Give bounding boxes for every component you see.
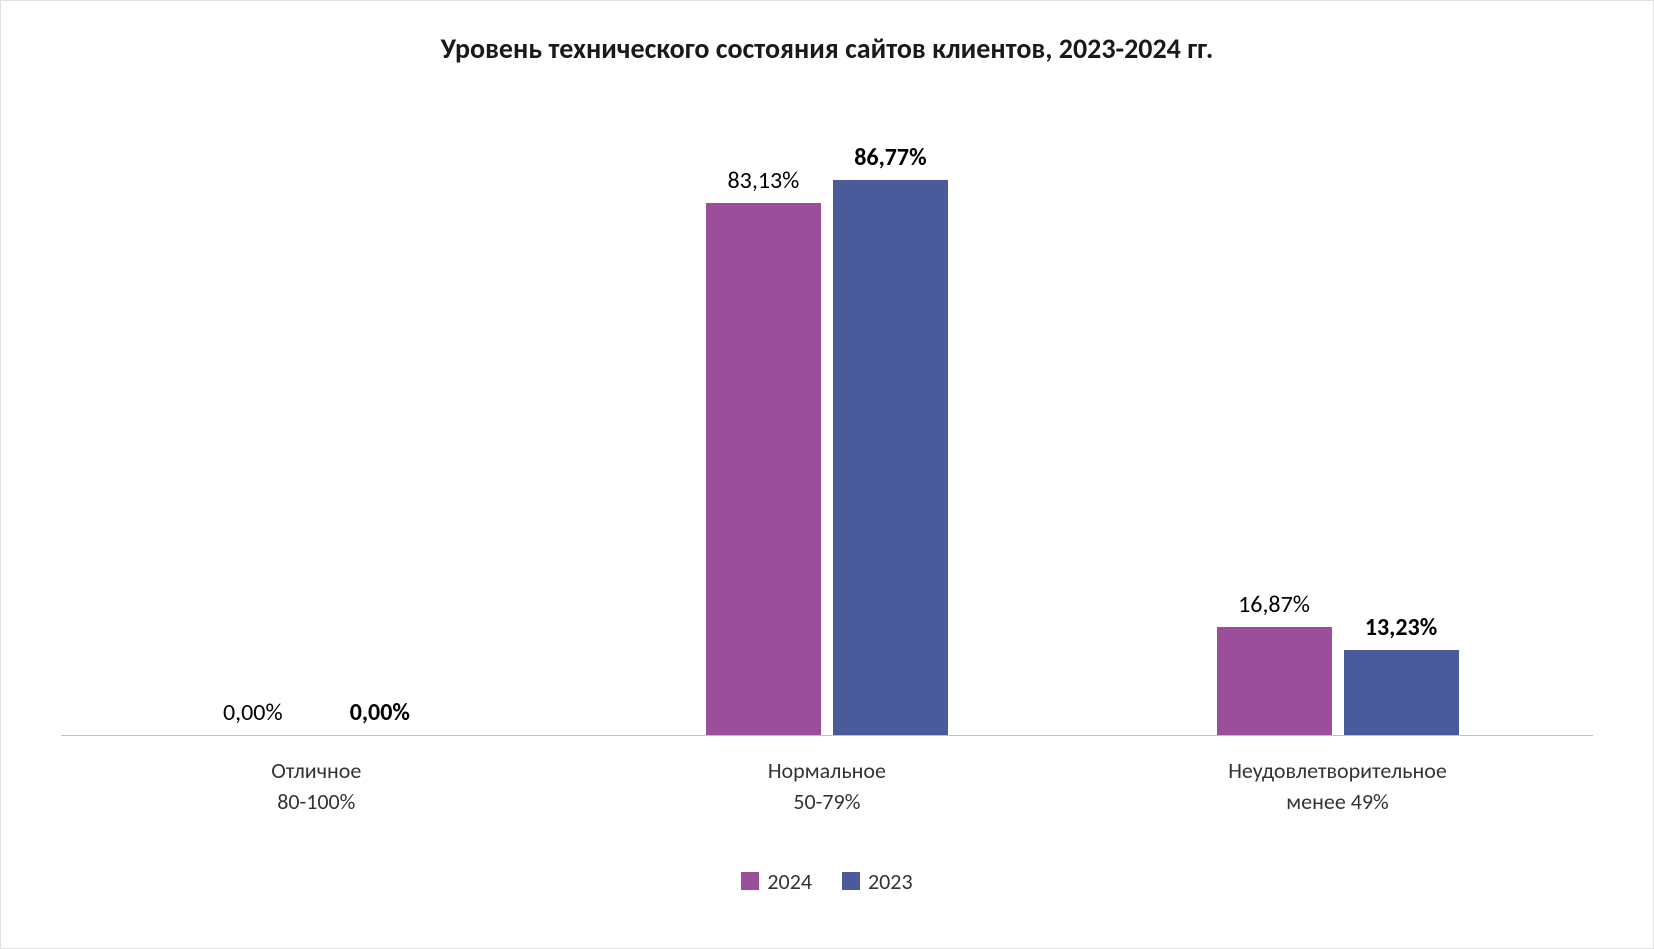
legend-text: 2024 [767,868,812,895]
bar [1344,650,1459,735]
x-axis-label-line1: Неудовлетворительное [1082,756,1593,787]
category-group: 83,13% 86,77% [572,143,1083,735]
x-axis-label-line1: Нормальное [572,756,1083,787]
legend-swatch [842,872,860,890]
x-axis-label: Нормальное50-79% [572,756,1083,818]
plot-area: 0,00% 0,00% 83,13% 86,77% 16,87% 13,23% [61,96,1593,736]
bar-wrapper: 0,00% [322,698,437,735]
x-axis-label-line2: 50-79% [572,787,1083,818]
bar [706,203,821,735]
bar-data-label: 83,13% [728,166,800,195]
chart-container: Уровень технического состояния сайтов кл… [1,1,1653,948]
bar-wrapper: 83,13% [706,166,821,735]
bar-data-label: 0,00% [223,698,283,727]
bar-wrapper: 13,23% [1344,613,1459,735]
legend-item: 2024 [741,868,812,895]
category-group: 0,00% 0,00% [61,698,572,735]
x-axis-label-line2: менее 49% [1082,787,1593,818]
category-group: 16,87% 13,23% [1082,590,1593,735]
bar [1217,627,1332,735]
x-axis: Отличное80-100%Нормальное50-79%Неудовлет… [61,756,1593,818]
bar-data-label: 86,77% [854,143,926,172]
x-axis-label: Неудовлетворительноеменее 49% [1082,756,1593,818]
legend-text: 2023 [868,868,913,895]
bar [833,180,948,735]
legend-item: 2023 [842,868,913,895]
bar-data-label: 16,87% [1238,590,1310,619]
x-axis-label: Отличное80-100% [61,756,572,818]
bar-wrapper: 0,00% [195,698,310,735]
bar-data-label: 0,00% [350,698,410,727]
x-axis-label-line2: 80-100% [61,787,572,818]
x-axis-label-line1: Отличное [61,756,572,787]
bar-wrapper: 16,87% [1217,590,1332,735]
chart-title: Уровень технического состояния сайтов кл… [61,31,1593,66]
bar-data-label: 13,23% [1365,613,1437,642]
legend: 2024 2023 [61,868,1593,895]
legend-swatch [741,872,759,890]
bar-wrapper: 86,77% [833,143,948,735]
